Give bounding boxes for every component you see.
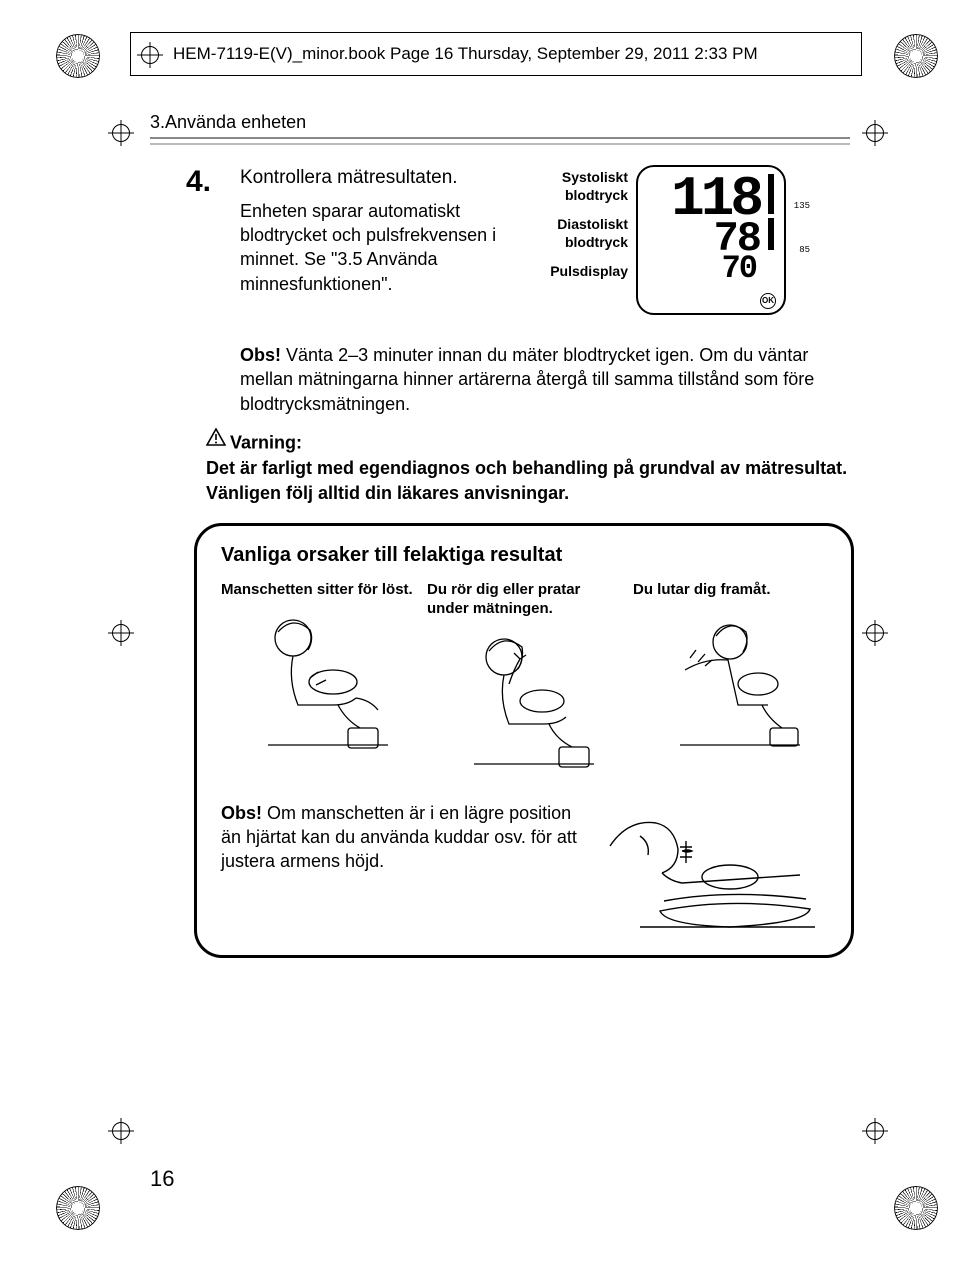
section-rule — [150, 137, 850, 145]
warning-label: Varning: — [206, 428, 850, 455]
lcd-display: 118 78 70 135 85 OK — [636, 165, 786, 315]
print-header: HEM-7119-E(V)_minor.book Page 16 Thursda… — [130, 32, 862, 76]
display-labels: Systolisktblodtryck Diastolisktblodtryck… — [518, 165, 628, 315]
causes-box: Vanliga orsaker till felaktiga resultat … — [194, 523, 854, 958]
cause-col-3: Du lutar dig framåt. — [633, 581, 827, 779]
section-title: 3.Använda enheten — [150, 112, 850, 133]
cause-col-2: Du rör dig eller pratar under mätningen. — [427, 581, 621, 779]
illustration-pillow — [593, 801, 827, 931]
illustration-loose-cuff — [221, 610, 415, 760]
cause-col-1: Manschetten sitter för löst. — [221, 581, 415, 779]
note-1: Obs! Vänta 2–3 minuter innan du mäter bl… — [240, 343, 850, 416]
warning-text: Det är farligt med egendiagnos och behan… — [206, 456, 850, 505]
illustration-leaning — [633, 610, 827, 760]
warning-icon — [206, 428, 226, 452]
illustration-moving — [427, 629, 621, 779]
step-text: Kontrollera mätresultaten. Enheten spara… — [240, 165, 510, 315]
page-number: 16 — [150, 1166, 174, 1192]
ok-icon: OK — [760, 293, 776, 309]
note-2: Obs! Om manschetten är i en lägre positi… — [221, 801, 827, 931]
step-number: 4. — [186, 165, 222, 315]
header-text: HEM-7119-E(V)_minor.book Page 16 Thursda… — [173, 44, 758, 64]
causes-title: Vanliga orsaker till felaktiga resultat — [221, 544, 827, 567]
